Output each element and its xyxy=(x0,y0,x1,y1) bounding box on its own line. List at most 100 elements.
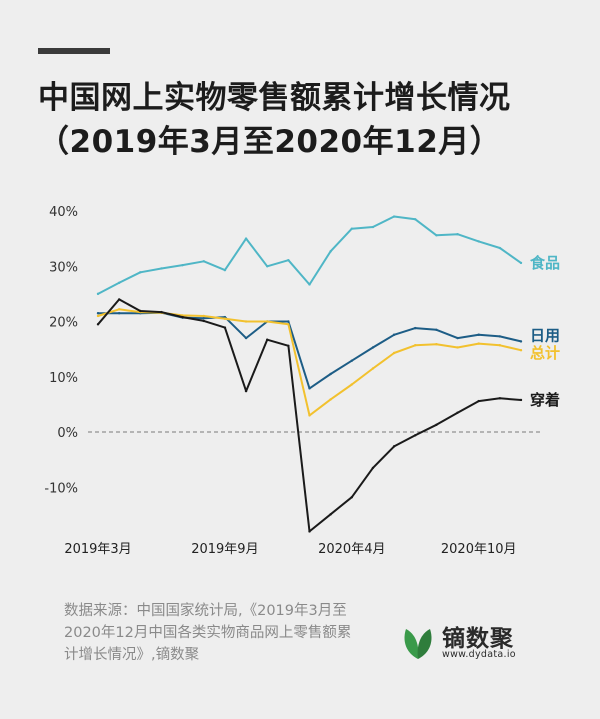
data-point xyxy=(414,434,417,437)
data-point xyxy=(477,342,480,345)
data-point xyxy=(266,338,269,341)
data-point xyxy=(117,298,121,301)
data-point xyxy=(498,397,502,400)
data-point xyxy=(329,513,332,516)
x-tick-label: 2019年3月 xyxy=(64,542,131,557)
data-point xyxy=(456,346,459,349)
data-point xyxy=(266,265,269,268)
data-point xyxy=(308,414,311,417)
brand-name: 镝数聚 xyxy=(442,626,514,652)
data-point xyxy=(96,314,100,318)
y-tick-label: 30% xyxy=(49,260,78,275)
data-point xyxy=(329,250,332,253)
data-point xyxy=(414,344,417,347)
data-point xyxy=(160,310,163,314)
data-point xyxy=(350,383,353,386)
data-point xyxy=(392,333,396,336)
data-point xyxy=(308,387,311,390)
y-tick-label: 40% xyxy=(49,205,78,220)
x-tick-label: 2020年4月 xyxy=(318,542,385,557)
data-point xyxy=(287,323,290,326)
data-point xyxy=(266,320,269,323)
data-point xyxy=(519,261,523,265)
data-point xyxy=(244,336,248,340)
brand-block: 镝数聚 www.dydata.io xyxy=(400,617,570,667)
data-point xyxy=(392,351,396,355)
data-point xyxy=(371,367,375,370)
series-line-食品 xyxy=(97,215,522,295)
data-point xyxy=(392,215,396,218)
data-point xyxy=(350,227,353,230)
data-point xyxy=(477,333,480,336)
data-point xyxy=(117,312,121,315)
series-layer xyxy=(96,215,523,533)
data-point xyxy=(202,314,205,318)
data-point xyxy=(244,320,248,323)
data-point xyxy=(329,398,332,401)
data-point xyxy=(96,323,100,326)
data-point xyxy=(223,317,227,320)
data-point xyxy=(287,320,290,323)
data-point xyxy=(308,283,311,286)
data-point xyxy=(519,398,523,402)
data-point xyxy=(329,372,332,376)
legend-label: 总计 xyxy=(530,344,560,362)
y-tick-label: 10% xyxy=(49,371,78,386)
y-tick-label: 20% xyxy=(49,316,78,331)
title-accent-bar xyxy=(38,48,110,54)
data-point xyxy=(456,233,459,236)
data-point xyxy=(139,271,142,274)
data-point xyxy=(519,349,523,352)
data-point xyxy=(96,312,100,315)
data-point xyxy=(414,326,417,330)
data-point xyxy=(435,342,438,346)
y-tick-label: 0% xyxy=(57,426,78,441)
data-point xyxy=(117,281,121,285)
data-point xyxy=(414,218,417,221)
data-point xyxy=(287,258,290,262)
data-point xyxy=(223,268,227,272)
line-chart: 40% 30% 20% 10% 0% -10% 2019年3月 2019年9月 2020年4月 2… xyxy=(44,205,560,557)
data-point xyxy=(392,445,396,448)
y-tick-label: -10% xyxy=(44,481,78,496)
chart-title: 中国网上实物零售额累计增长情况（2019年3月至2020年12月） xyxy=(38,80,511,160)
data-point xyxy=(181,315,184,319)
legend-label: 日用 xyxy=(530,326,560,344)
data-point xyxy=(477,240,480,243)
data-point xyxy=(435,234,438,237)
data-point xyxy=(96,292,100,296)
series-line-总计 xyxy=(97,308,522,417)
data-point xyxy=(223,326,227,329)
data-point xyxy=(435,328,438,331)
data-point xyxy=(371,346,375,349)
x-tick-label: 2020年10月 xyxy=(441,542,517,557)
data-point xyxy=(202,319,205,323)
data-point xyxy=(477,399,480,403)
data-point xyxy=(350,359,353,362)
data-point xyxy=(202,260,205,263)
data-point xyxy=(160,267,163,270)
data-point xyxy=(350,495,353,499)
data-point xyxy=(117,308,121,311)
data-point xyxy=(519,340,523,343)
data-point xyxy=(287,344,290,348)
data-point xyxy=(308,530,311,533)
data-point xyxy=(435,423,438,427)
data-point xyxy=(498,344,502,347)
data-point xyxy=(202,316,205,320)
series-line-日用 xyxy=(97,311,522,390)
data-source-note: 数据来源：中国国家统计局,《2019年3月至2020年12月中国各类实物商品网上… xyxy=(64,603,352,663)
leaf-logo-icon xyxy=(404,629,432,659)
legend-label: 食品 xyxy=(530,254,560,272)
data-point xyxy=(371,225,375,229)
x-tick-label: 2019年9月 xyxy=(191,542,258,557)
data-point xyxy=(181,263,184,267)
brand-url: www.dydata.io xyxy=(442,649,516,660)
data-point xyxy=(498,246,502,250)
data-point xyxy=(498,335,502,338)
data-point xyxy=(456,411,459,414)
legend-label: 穿着 xyxy=(530,391,560,409)
data-point xyxy=(244,237,248,240)
axis-layer: 40% 30% 20% 10% 0% -10% 2019年3月 2019年9月 2020年4月 2… xyxy=(44,205,516,557)
